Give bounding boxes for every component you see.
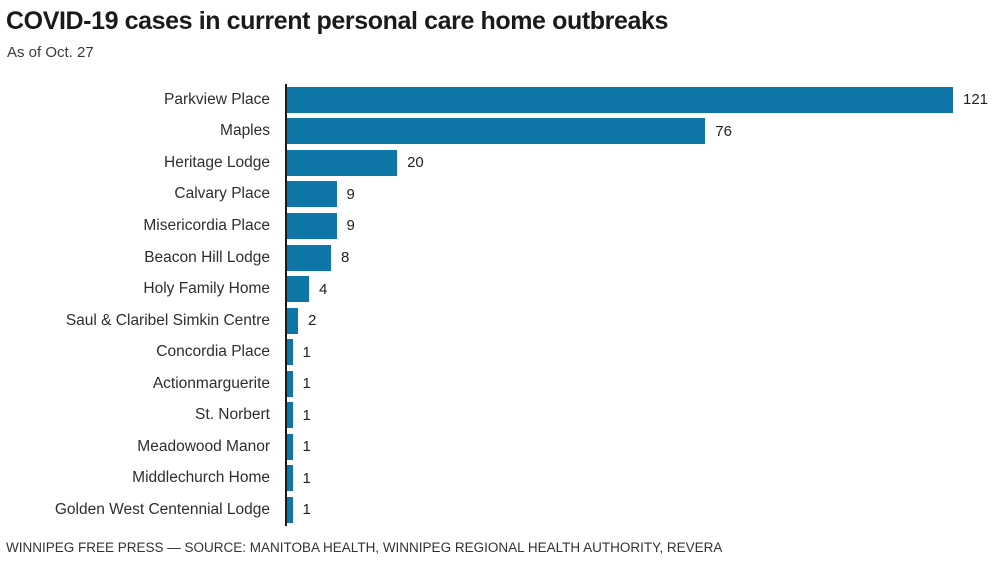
bar xyxy=(287,307,298,334)
chart-row: Middlechurch Home 1 xyxy=(0,462,999,495)
value-label: 9 xyxy=(346,185,355,203)
bar xyxy=(287,86,953,113)
bar xyxy=(287,402,293,429)
category-label: Saul & Claribel Simkin Centre xyxy=(65,311,270,329)
category-label: Calvary Place xyxy=(174,185,270,203)
bar xyxy=(287,465,293,492)
value-label: 9 xyxy=(346,217,355,235)
category-label: Golden West Centennial Lodge xyxy=(54,500,270,518)
bar xyxy=(287,339,293,366)
bar-track: 1 xyxy=(285,336,999,368)
chart-title: COVID-19 cases in current personal care … xyxy=(6,7,668,35)
bar-track: 9 xyxy=(285,178,999,211)
source-credit: WINNIPEG FREE PRESS — SOURCE: MANITOBA H… xyxy=(6,540,723,555)
chart-row: Holy Family Home 4 xyxy=(0,273,999,305)
bar-chart: Parkview Place 121 Maples 76 Heritage Lodge 2… xyxy=(0,84,999,526)
category-label: Concordia Place xyxy=(156,343,270,361)
chart-row: Heritage Lodge 20 xyxy=(0,147,999,179)
category-label: Heritage Lodge xyxy=(164,153,270,171)
chart-row: Misericordia Place 9 xyxy=(0,210,999,242)
bar-track: 20 xyxy=(285,147,999,179)
value-label: 4 xyxy=(319,280,328,298)
bar-track: 1 xyxy=(285,462,999,495)
value-label: 1 xyxy=(302,438,311,456)
category-label: Parkview Place xyxy=(164,90,270,108)
category-label: Meadowood Manor xyxy=(137,437,270,455)
value-label: 1 xyxy=(302,375,311,393)
chart-row: Calvary Place 9 xyxy=(0,178,999,211)
bar-track: 121 xyxy=(285,84,999,116)
chart-row: Maples 76 xyxy=(0,115,999,148)
bar-track: 1 xyxy=(285,431,999,463)
bar xyxy=(287,181,337,208)
bar xyxy=(287,149,398,176)
value-label: 1 xyxy=(302,343,311,361)
value-label: 20 xyxy=(407,154,424,172)
bar xyxy=(287,370,293,397)
bar xyxy=(287,244,331,271)
chart-row: Meadowood Manor 1 xyxy=(0,431,999,463)
bar xyxy=(287,276,309,303)
value-label: 1 xyxy=(302,469,311,487)
bar-track: 8 xyxy=(285,241,999,274)
value-label: 1 xyxy=(302,501,311,519)
value-label: 1 xyxy=(302,406,311,424)
bar-track: 2 xyxy=(285,304,999,337)
bar xyxy=(287,212,337,239)
chart-row: St. Norbert 1 xyxy=(0,399,999,432)
category-label: Misericordia Place xyxy=(143,216,270,234)
category-label: St. Norbert xyxy=(195,406,270,424)
category-label: Beacon Hill Lodge xyxy=(144,248,270,266)
chart-row: Concordia Place 1 xyxy=(0,336,999,368)
bar-track: 1 xyxy=(285,494,999,526)
bar xyxy=(287,496,293,523)
value-label: 8 xyxy=(341,249,350,266)
value-label: 76 xyxy=(715,122,732,140)
category-label: Holy Family Home xyxy=(143,280,270,298)
chart-row: Actionmarguerite 1 xyxy=(0,367,999,400)
category-label: Maples xyxy=(220,122,270,140)
bar-track: 4 xyxy=(285,273,999,305)
bar-track: 9 xyxy=(285,210,999,242)
bar-track: 76 xyxy=(285,115,999,148)
bar-track: 1 xyxy=(285,367,999,400)
value-label: 2 xyxy=(308,312,317,330)
chart-subtitle: As of Oct. 27 xyxy=(7,44,94,61)
chart-row: Golden West Centennial Lodge 1 xyxy=(0,494,999,526)
bar xyxy=(287,433,293,460)
bar-track: 1 xyxy=(285,399,999,432)
chart-row: Saul & Claribel Simkin Centre 2 xyxy=(0,304,999,337)
category-label: Middlechurch Home xyxy=(132,469,270,487)
chart-row: Parkview Place 121 xyxy=(0,84,999,116)
value-label: 121 xyxy=(963,91,989,109)
bar xyxy=(287,118,706,145)
chart-row: Beacon Hill Lodge 8 xyxy=(0,241,999,274)
category-label: Actionmarguerite xyxy=(152,374,270,392)
